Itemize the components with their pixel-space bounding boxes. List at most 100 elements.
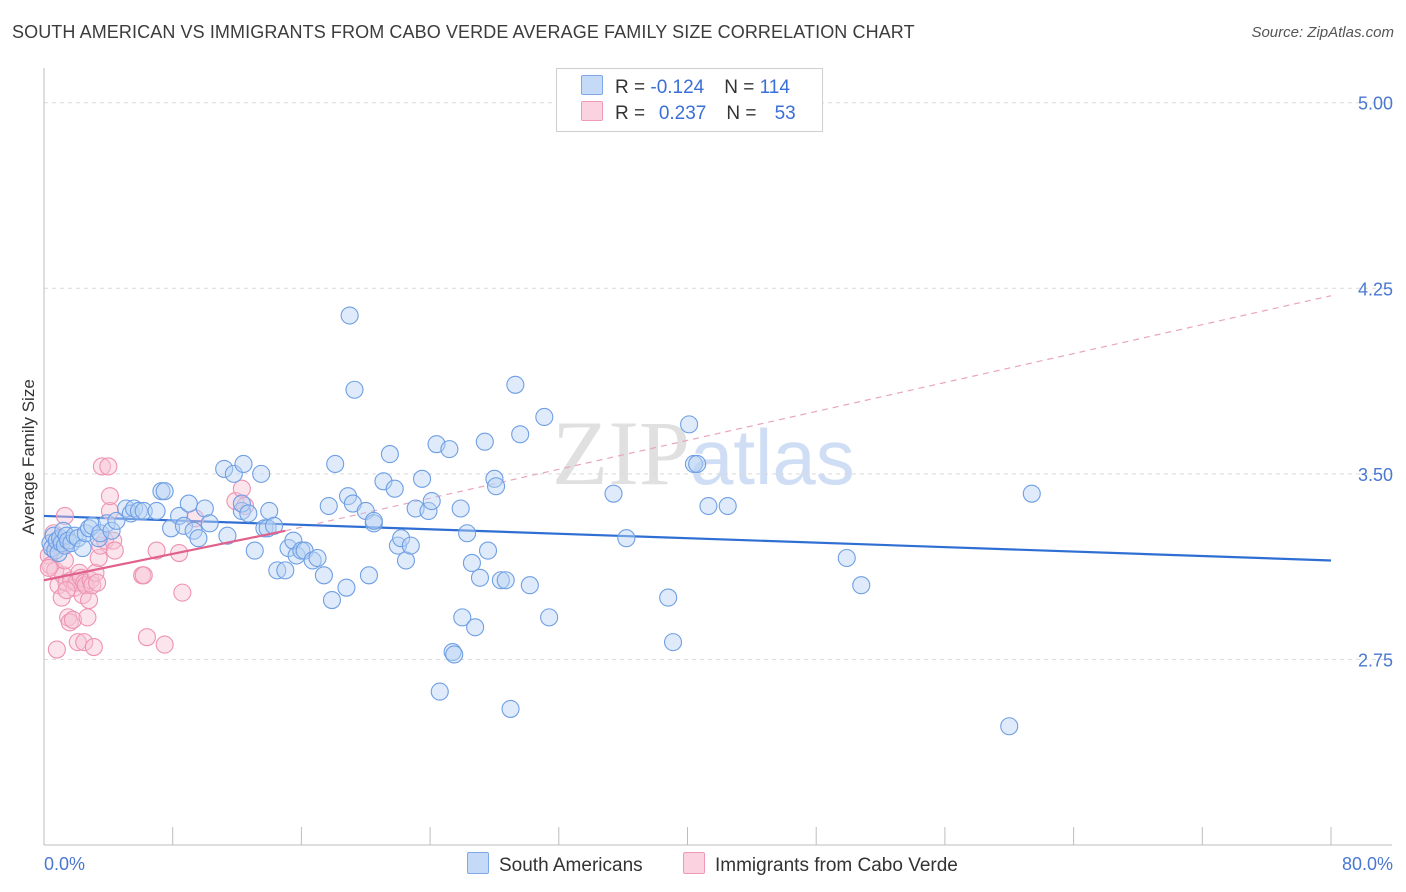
- data-point-cabo-verde: [92, 457, 111, 476]
- data-point-south-american: [91, 524, 110, 543]
- data-point-south-american: [314, 566, 333, 585]
- trend-lines: [43, 295, 1332, 562]
- data-point-south-american: [374, 472, 393, 491]
- y-tick-label: 2.75: [1358, 650, 1393, 670]
- data-point-south-american: [659, 588, 678, 607]
- data-point-south-american: [245, 541, 264, 560]
- data-point-cabo-verde: [134, 566, 153, 585]
- trend-line-south-americans: [43, 514, 1332, 562]
- data-point-cabo-verde: [78, 608, 97, 627]
- data-point-cabo-verde: [57, 581, 76, 600]
- data-point-south-american: [340, 306, 359, 325]
- stats-row-south-american: R = -0.124 N = 114: [581, 75, 790, 101]
- legend-label: Immigrants from Cabo Verde: [715, 855, 958, 876]
- data-point-south-american: [215, 459, 234, 478]
- data-point-cabo-verde: [75, 633, 94, 652]
- data-point-cabo-verde: [68, 633, 87, 652]
- data-point-south-american: [239, 504, 258, 523]
- legend-item-cabo-verde[interactable]: Immigrants from Cabo Verde: [683, 852, 958, 877]
- tick-labels: 2.75 3.50 4.25 5.00 0.0% 80.0%: [44, 94, 1393, 874]
- data-point-south-american: [520, 576, 539, 595]
- data-point-south-american: [174, 516, 194, 535]
- stats-r-label: R =: [615, 77, 651, 98]
- data-point-cabo-verde: [76, 576, 95, 595]
- data-point-cabo-verde: [39, 558, 58, 577]
- data-point-south-american: [322, 591, 342, 610]
- data-point-south-american: [147, 501, 166, 521]
- data-point-cabo-verde: [137, 628, 157, 647]
- data-point-south-american: [326, 454, 345, 474]
- y-tick-label: 4.25: [1358, 279, 1393, 299]
- y-tick-label: 3.50: [1358, 465, 1393, 485]
- data-point-south-american: [155, 482, 174, 501]
- data-point-south-american: [359, 566, 379, 585]
- data-point-south-american: [478, 541, 498, 560]
- data-point-south-american: [440, 440, 459, 459]
- data-point-south-american: [699, 496, 718, 516]
- data-point-south-american: [79, 519, 99, 538]
- data-points: [39, 306, 1041, 736]
- data-point-south-american: [540, 608, 559, 627]
- data-point-south-american: [129, 501, 148, 521]
- trend-line-cabo-verde: [43, 529, 286, 582]
- data-point-cabo-verde: [99, 457, 118, 476]
- x-tick-label: 0.0%: [44, 854, 85, 874]
- data-point-cabo-verde: [63, 610, 83, 629]
- data-point-south-american: [453, 608, 472, 627]
- stats-row-cabo-verde: R = 0.237 N = 53: [581, 101, 796, 127]
- data-point-south-american: [1022, 484, 1041, 503]
- data-point-south-american: [718, 496, 737, 516]
- data-point-cabo-verde: [155, 635, 174, 654]
- stats-n-label: N =: [724, 77, 760, 98]
- data-point-south-american: [462, 553, 481, 572]
- y-tick-label: 5.00: [1358, 94, 1393, 114]
- data-point-south-american: [134, 501, 153, 521]
- data-point-cabo-verde: [232, 479, 251, 498]
- stats-r-value: -0.124: [650, 77, 705, 98]
- data-point-south-american: [49, 543, 68, 563]
- data-point-south-american: [445, 645, 464, 664]
- source-credit: Source: ZipAtlas.com: [1251, 24, 1394, 41]
- data-point-south-american: [319, 496, 338, 516]
- data-point-south-american: [189, 529, 208, 548]
- data-point-south-american: [345, 380, 364, 399]
- data-point-south-american: [218, 526, 237, 545]
- data-point-south-american: [604, 484, 623, 503]
- data-point-south-american: [852, 576, 871, 595]
- data-point-cabo-verde: [100, 487, 120, 506]
- data-point-south-american: [419, 501, 438, 521]
- data-point-south-american: [392, 529, 411, 548]
- data-point-south-american: [617, 529, 636, 548]
- data-point-south-american: [501, 699, 520, 718]
- data-point-cabo-verde: [84, 638, 103, 657]
- data-point-south-american: [475, 432, 494, 451]
- legend-item-south-americans[interactable]: South Americans: [467, 852, 643, 877]
- data-point-south-american: [224, 464, 243, 483]
- data-point-south-american: [680, 415, 699, 434]
- data-point-south-american: [401, 536, 420, 555]
- data-point-south-american: [837, 548, 856, 568]
- data-point-south-american: [276, 561, 295, 580]
- data-point-south-american: [265, 516, 284, 535]
- stats-n-value: 53: [774, 103, 796, 124]
- data-point-cabo-verde: [105, 541, 124, 560]
- data-point-south-american: [170, 506, 189, 525]
- data-point-south-american: [535, 407, 554, 427]
- stats-swatch-blue: [581, 75, 603, 95]
- data-point-south-american: [487, 477, 506, 496]
- stats-r-label: R =: [615, 103, 651, 124]
- data-point-south-american: [232, 494, 251, 513]
- legend-swatch-pink: [683, 852, 705, 874]
- data-point-south-american: [470, 568, 490, 587]
- grid-lines: [44, 102, 1392, 660]
- data-point-south-american: [1000, 717, 1019, 736]
- y-axis-label: Average Family Size: [19, 379, 38, 535]
- data-point-cabo-verde: [55, 506, 74, 525]
- data-point-south-american: [380, 445, 399, 464]
- trend-line-cabo-verde-extension: [285, 295, 1332, 532]
- data-point-south-american: [511, 425, 530, 444]
- data-point-south-american: [466, 618, 485, 637]
- data-point-cabo-verde: [55, 551, 74, 570]
- chart-title: SOUTH AMERICAN VS IMMIGRANTS FROM CABO V…: [12, 22, 915, 42]
- data-point-south-american: [491, 571, 510, 590]
